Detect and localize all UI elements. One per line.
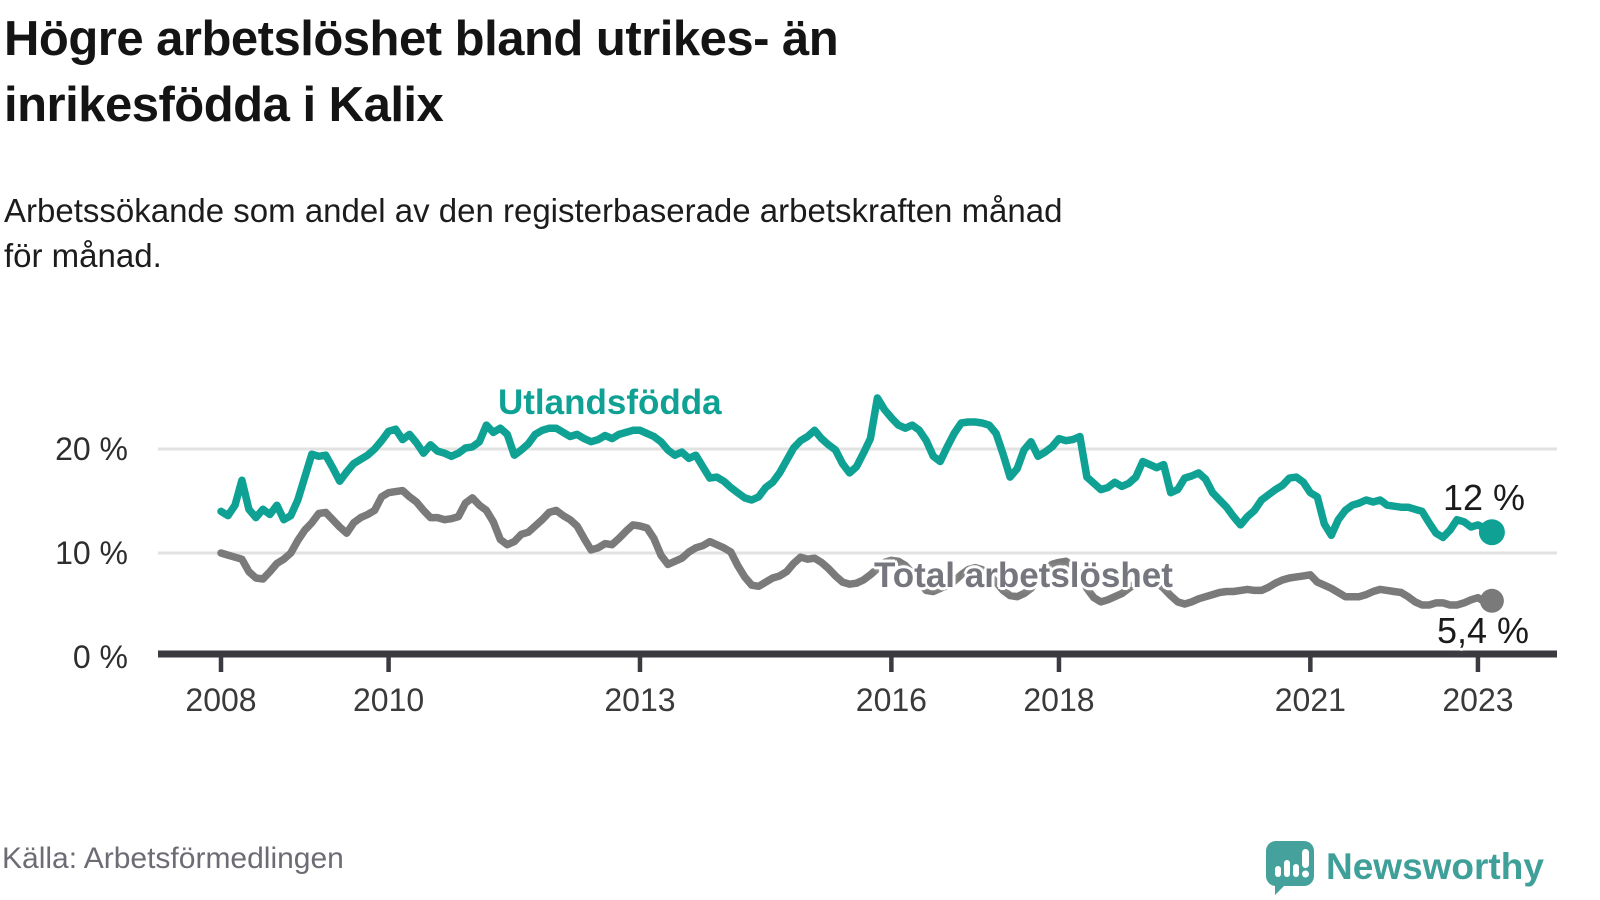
x-axis-label-2010: 2010 xyxy=(352,682,425,718)
series-line-utlandsfodda xyxy=(217,394,1496,542)
logo-bar-3 xyxy=(1293,864,1299,877)
chart-subtitle-line1: Arbetssökande som andel av den registerb… xyxy=(4,192,1063,229)
x-axis-label-2013: 2013 xyxy=(604,682,676,718)
series-end-dot-utlandsfodda xyxy=(1478,519,1505,546)
newsworthy-wordmark: Newsworthy xyxy=(1326,846,1544,887)
series-label-utlandsfodda: Utlandsfödda xyxy=(498,383,722,422)
logo-bar-2 xyxy=(1284,860,1290,877)
page-title-line2: inrikesfödda i Kalix xyxy=(4,78,444,132)
source-note: Källa: Arbetsförmedlingen xyxy=(2,842,344,875)
series-end-dot-total xyxy=(1479,588,1504,613)
logo-exclamation-bar xyxy=(1302,849,1309,868)
y-axis-label-10: 10 % xyxy=(55,535,128,571)
page-title: Högre arbetslöshet bland utrikes- än inr… xyxy=(4,6,1324,138)
logo-exclamation-dot xyxy=(1302,870,1309,878)
newsworthy-logo-icon xyxy=(1265,840,1314,895)
end-value-label-total: 5,4 % xyxy=(1437,610,1530,651)
y-axis-label-0: 0 % xyxy=(72,639,128,675)
x-axis-label-2016: 2016 xyxy=(855,682,927,718)
y-axis-label-20: 20 % xyxy=(55,431,128,467)
newsworthy-brand: Newsworthy xyxy=(1264,838,1544,896)
logo-bar-1 xyxy=(1275,866,1281,877)
page-title-line1: Högre arbetslöshet bland utrikes- än xyxy=(4,12,839,66)
x-axis-label-2018: 2018 xyxy=(1023,682,1095,718)
x-axis-label-2023: 2023 xyxy=(1442,682,1514,718)
series-line-total xyxy=(217,486,1496,609)
x-axis-label-2008: 2008 xyxy=(185,682,257,718)
chart-subtitle: Arbetssökande som andel av den registerb… xyxy=(4,188,1564,278)
series-label-total-arbetsloshet: Total arbetslöshet xyxy=(874,556,1173,595)
x-axis-label-2021: 2021 xyxy=(1274,682,1346,718)
end-value-label-utlandsfodda: 12 % xyxy=(1443,477,1526,518)
chart-subtitle-line2: för månad. xyxy=(4,237,162,274)
